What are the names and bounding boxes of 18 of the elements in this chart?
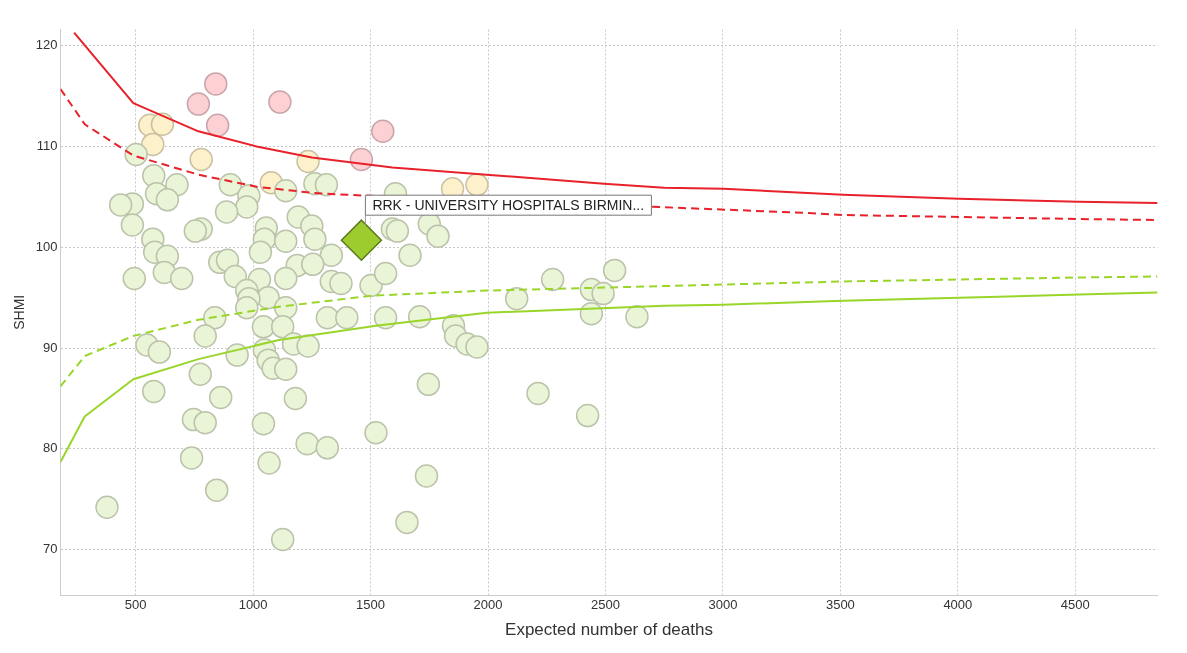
x-tick-label: 4000 (943, 597, 973, 613)
x-tick-label: 4500 (1060, 597, 1090, 613)
y-tick-label: 110 (36, 138, 58, 154)
x-axis-title: Expected number of deaths (505, 620, 713, 640)
x-tick-label: 3500 (825, 597, 855, 613)
y-tick-label: 70 (43, 541, 58, 557)
x-tick-label: 3000 (708, 597, 738, 613)
x-tick-label: 1000 (238, 597, 268, 613)
x-tick-label: 500 (124, 597, 147, 613)
y-tick-label: 90 (43, 339, 58, 355)
x-tick-label: 1500 (356, 597, 386, 613)
x-tick-label: 2500 (591, 597, 620, 613)
y-tick-label: 80 (43, 440, 58, 456)
y-tick-label: 120 (35, 37, 58, 53)
x-tick-label: 2000 (473, 597, 503, 613)
annotation: RRK - UNIVERSITY HOSPITALS BIRMIN... (372, 196, 645, 213)
y-axis-title: SHMI (11, 294, 28, 330)
y-tick-label: 100 (35, 238, 58, 254)
